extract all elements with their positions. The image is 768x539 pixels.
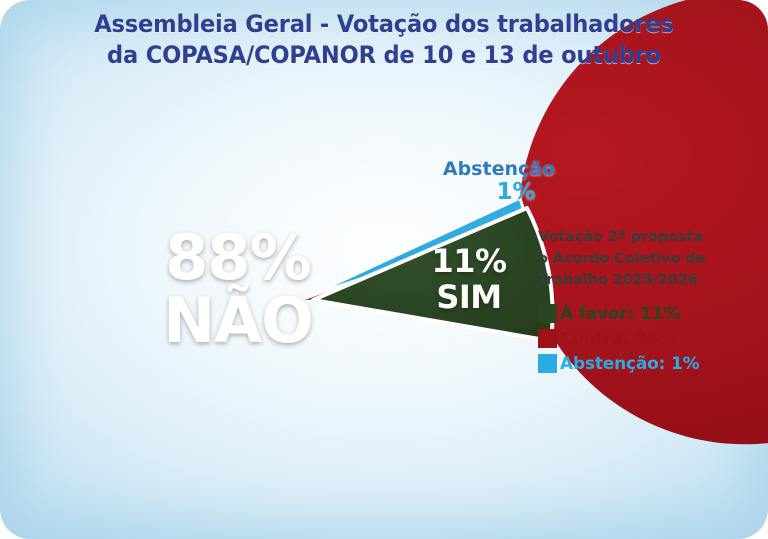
pie-slice-contra xyxy=(305,0,768,445)
legend-swatch-abstencao xyxy=(538,354,557,373)
pie-slice-a-favor xyxy=(311,206,555,343)
legend-item-contra: Contra: 88% xyxy=(538,329,754,349)
page-title: Assembleia Geral - Votação dos trabalhad… xyxy=(23,9,745,71)
title-line-2: da COPASA/COPANOR de 10 e 13 de outubro xyxy=(107,41,661,69)
legend-heading-line-2: o Acordo Coletivo de xyxy=(538,250,706,267)
legend-heading: Votação 2ª proposta o Acordo Coletivo de… xyxy=(538,227,754,292)
title-line-1: Assembleia Geral - Votação dos trabalhad… xyxy=(94,10,674,38)
legend-label-abstencao: Abstenção: 1% xyxy=(560,353,700,374)
legend-label-contra: Contra: 88% xyxy=(560,328,676,349)
chart-legend: Votação 2ª proposta o Acordo Coletivo de… xyxy=(538,227,754,379)
legend-item-abstencao: Abstenção: 1% xyxy=(538,354,754,374)
legend-heading-line-3: Trabalho 2025/2026 xyxy=(538,272,698,288)
legend-item-a-favor: À favor: 11% xyxy=(538,304,754,324)
legend-swatch-contra xyxy=(538,329,557,348)
legend-label-a-favor: À favor: 11% xyxy=(560,303,681,324)
legend-swatch-a-favor xyxy=(538,304,557,323)
legend-heading-line-1: Votação 2ª proposta xyxy=(538,229,704,245)
